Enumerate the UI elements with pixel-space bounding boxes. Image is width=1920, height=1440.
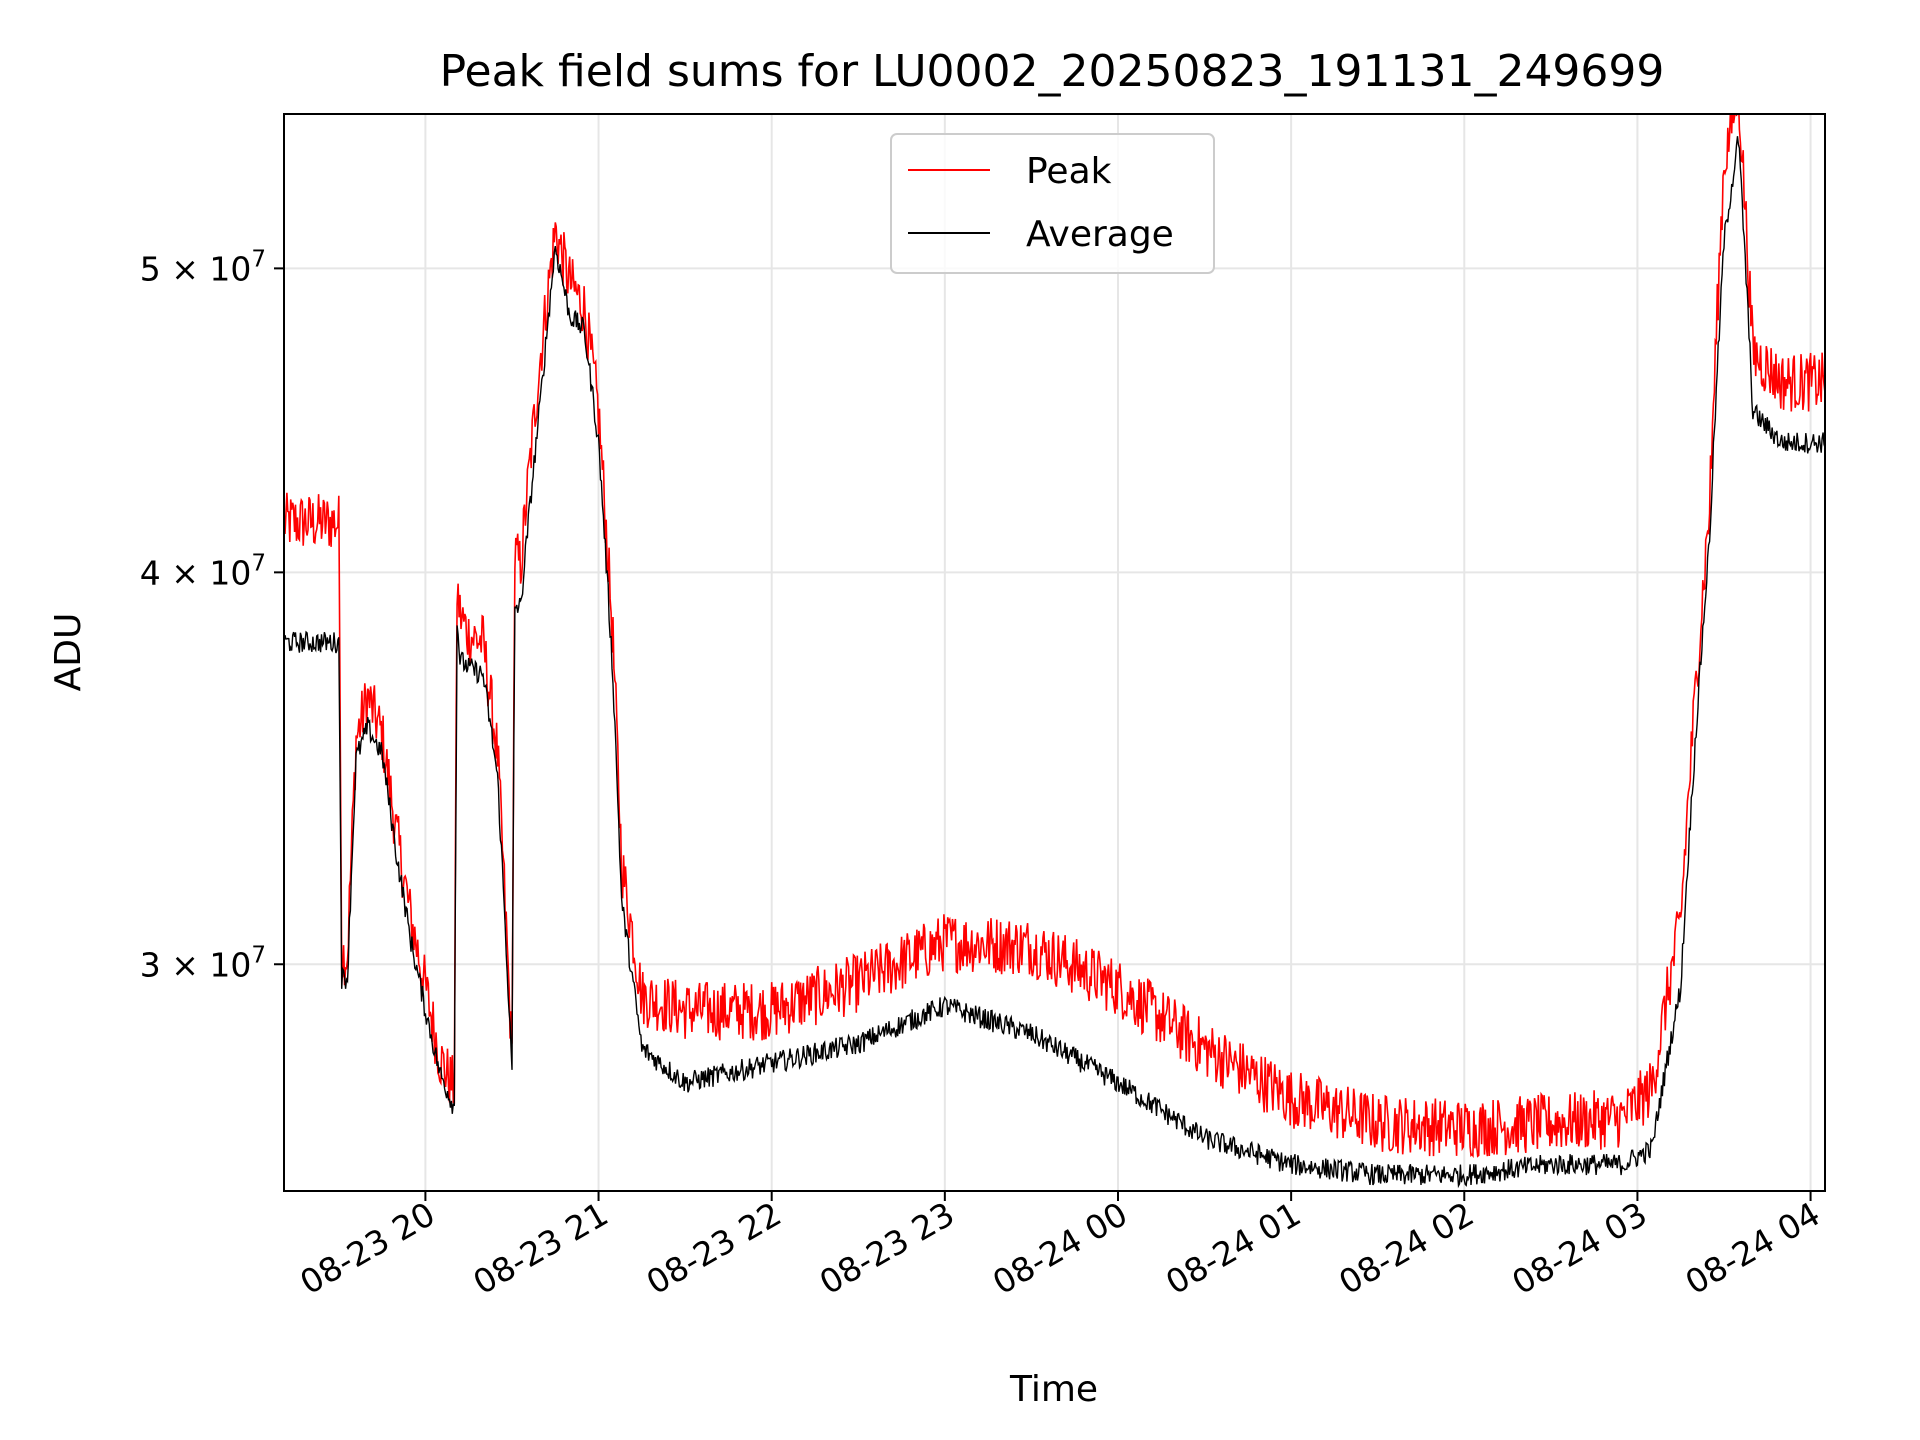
peak-series-line (284, 114, 1825, 1159)
plot-frame (283, 113, 1826, 1192)
x-axis-label: Time (1009, 1369, 1098, 1410)
chart-title: Peak field sums for LU0002_20250823_1911… (440, 46, 1665, 97)
y-tick-label: 5 × 107 (140, 246, 266, 288)
y-tick-label: 3 × 107 (140, 942, 266, 984)
legend-peak-label: Peak (1026, 151, 1112, 192)
legend: Peak Average (890, 133, 1215, 274)
y-axis-label: ADU (48, 613, 89, 692)
series-layer (284, 114, 1825, 1189)
y-axis-ticks: 3 × 107 4 × 107 5 × 107 (140, 246, 284, 984)
legend-box (890, 133, 1215, 274)
average-series-line (284, 136, 1825, 1189)
legend-average-label: Average (1026, 214, 1174, 255)
y-tick-label: 4 × 107 (140, 550, 266, 592)
